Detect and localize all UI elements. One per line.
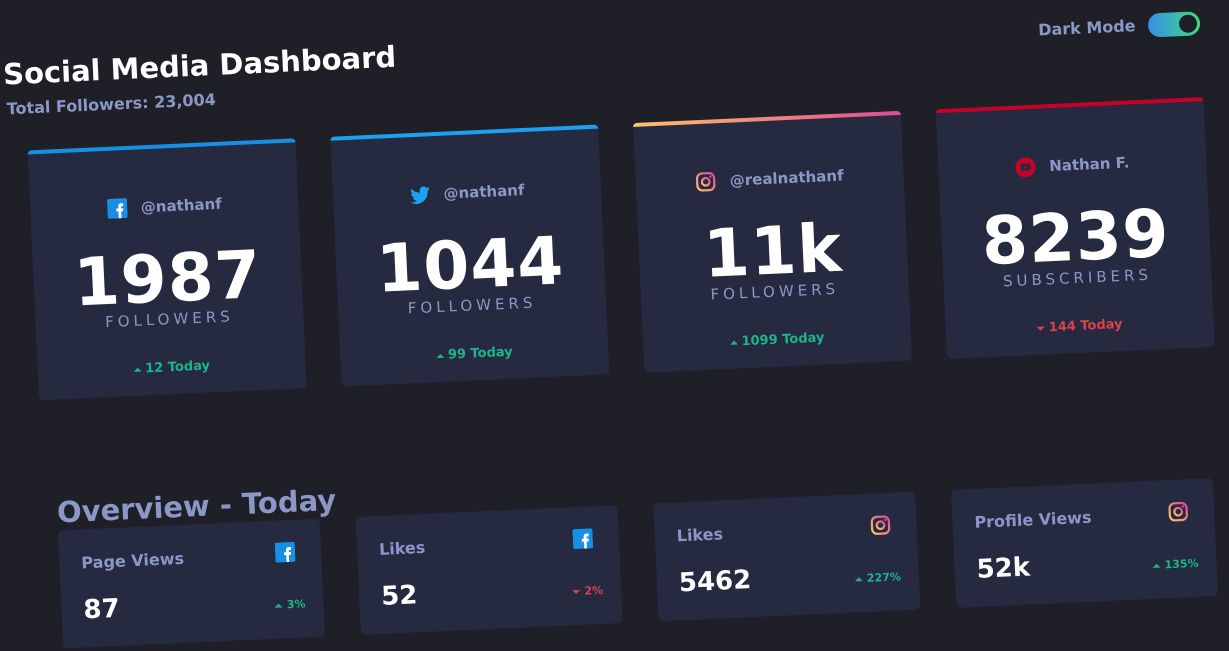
follower-card[interactable]: @nathanf 1044 FOLLOWERS 99 Today <box>330 124 610 387</box>
handle: @realnathanf <box>729 166 844 190</box>
dark-mode-toggle[interactable] <box>1147 11 1201 38</box>
facebook-icon <box>572 528 594 550</box>
trend-arrow <box>854 577 864 582</box>
daily-change: 144 Today <box>945 313 1213 340</box>
facebook-icon <box>106 198 128 219</box>
page: Social Media Dashboard Total Followers: … <box>0 0 1229 609</box>
trend-arrow <box>1036 326 1045 331</box>
card-stripe <box>935 97 1204 114</box>
trend-arrow <box>133 367 142 372</box>
instagram-icon <box>870 515 891 536</box>
metric-change: 227% <box>854 570 902 585</box>
icon <box>696 172 716 192</box>
card-header: @nathanf <box>30 190 299 222</box>
change-text: 227% <box>866 570 902 585</box>
youtube-icon <box>1015 157 1036 178</box>
icon <box>870 515 891 535</box>
overview-card[interactable]: Likes 52 2% <box>355 505 623 635</box>
card-header: @nathanf <box>333 177 602 209</box>
instagram-icon <box>695 171 716 192</box>
daily-change: 1099 Today <box>643 327 911 354</box>
trend-arrow <box>572 589 581 595</box>
icon <box>409 186 430 205</box>
card-stripe <box>632 110 901 127</box>
trend-arrow <box>274 603 283 608</box>
icon <box>572 528 594 550</box>
metric-label: Likes <box>378 537 426 559</box>
overview-card[interactable]: Page Views 87 3% <box>57 518 325 649</box>
twitter-icon <box>409 184 430 205</box>
change-text: 1099 Today <box>741 330 825 350</box>
metric-icon <box>1168 501 1189 526</box>
metric-icon <box>870 515 891 540</box>
trend-arrow <box>729 339 738 345</box>
total-followers: Total Followers: 23,004 <box>6 89 217 119</box>
metric-change: 2% <box>572 584 603 598</box>
trend-arrow <box>1152 563 1161 568</box>
icon <box>1015 157 1036 178</box>
handle: @nathanf <box>140 194 223 217</box>
metric-label: Page Views <box>80 548 185 573</box>
page-title: Social Media Dashboard <box>2 39 397 92</box>
metric-change: 135% <box>1152 557 1199 572</box>
metric-value: 52 <box>380 580 419 612</box>
dashboard: Social Media Dashboard Total Followers: … <box>0 0 1229 637</box>
icon <box>1168 501 1188 522</box>
overview-card[interactable]: Likes 5462 227% <box>653 491 921 622</box>
card-stripe <box>330 124 599 141</box>
follower-card[interactable]: @realnathanf 11k FOLLOWERS 1099 Today <box>632 110 913 373</box>
metric-value: 52k <box>975 552 1031 585</box>
follower-card[interactable]: @nathanf 1987 FOLLOWERS 12 Today <box>27 138 307 401</box>
card-stripe <box>27 138 296 155</box>
metric-label: Profile Views <box>974 507 1092 532</box>
change-text: 144 Today <box>1048 317 1123 336</box>
card-header: @realnathanf <box>635 163 904 195</box>
metric-change: 3% <box>274 597 306 612</box>
change-text: 99 Today <box>447 344 514 363</box>
change-text: 3% <box>286 597 306 612</box>
change-text: 135% <box>1164 556 1199 572</box>
facebook-icon <box>274 541 296 563</box>
daily-change: 12 Today <box>37 354 305 381</box>
toggle-label: Dark Mode <box>1037 16 1136 40</box>
metric-value: 5462 <box>678 565 752 599</box>
metric-icon <box>572 528 594 553</box>
metric-icon <box>274 541 296 567</box>
daily-change: 99 Today <box>340 340 608 367</box>
change-text: 2% <box>584 583 604 598</box>
trend-arrow <box>435 353 445 358</box>
icon <box>106 198 128 219</box>
card-header: Nathan F. <box>938 149 1207 181</box>
metric-label: Likes <box>676 524 724 546</box>
metric-value: 87 <box>82 593 121 626</box>
instagram-icon <box>1168 501 1189 522</box>
change-text: 12 Today <box>144 358 211 377</box>
handle: @nathanf <box>443 181 525 203</box>
follower-card[interactable]: Nathan F. 8239 SUBSCRIBERS 144 Today <box>935 97 1215 359</box>
overview-card[interactable]: Profile Views 52k 135% <box>950 478 1219 608</box>
handle: Nathan F. <box>1048 153 1130 176</box>
icon <box>274 541 296 563</box>
